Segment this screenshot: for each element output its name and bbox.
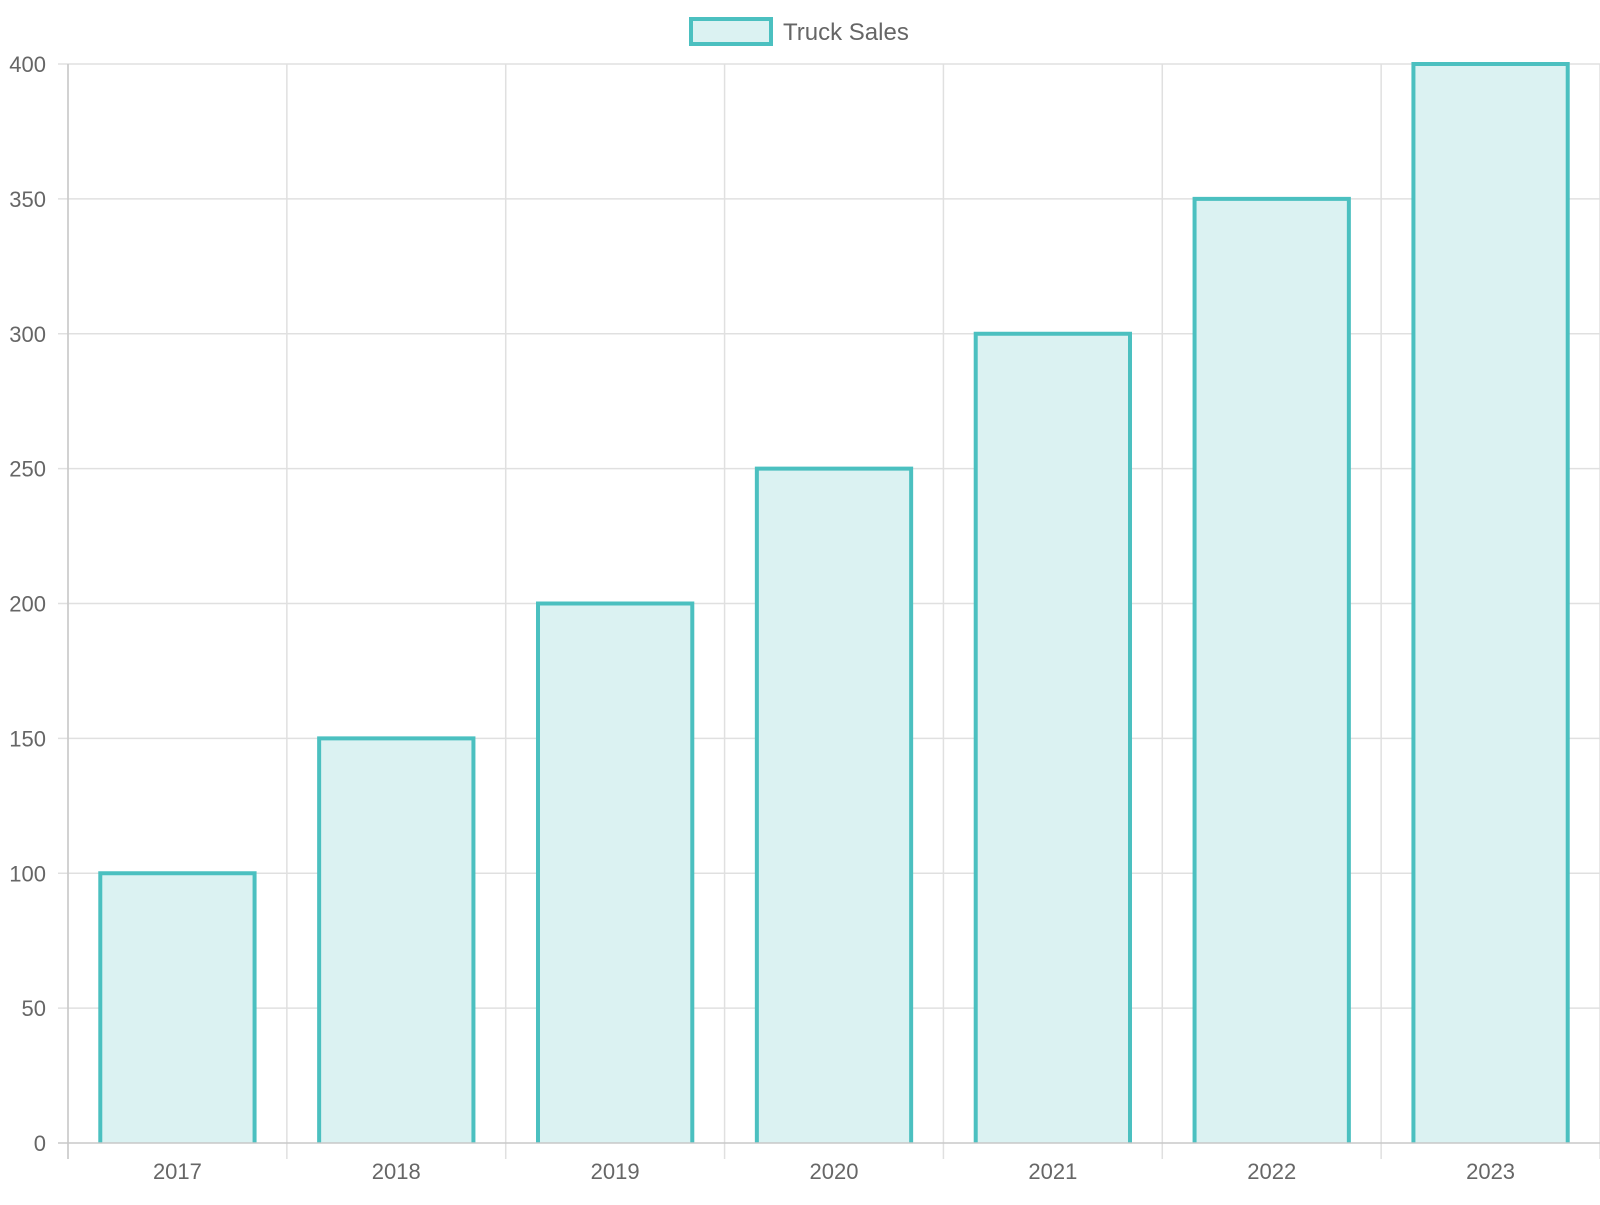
y-tick-label: 0 [34, 1131, 46, 1156]
bar-outline-2017 [98, 871, 257, 1143]
x-tick-label: 2022 [1247, 1159, 1296, 1184]
bar-2019 [537, 603, 693, 1143]
bar-outline-2021 [973, 331, 1132, 1143]
bar-2023 [1413, 64, 1568, 1143]
bar-outline-2020 [754, 466, 914, 1143]
legend[interactable]: Truck Sales [689, 17, 909, 46]
legend-label: Truck Sales [783, 19, 909, 46]
axes [58, 64, 1600, 1159]
y-tick-label: 400 [9, 52, 46, 77]
legend-swatch [689, 17, 773, 46]
bar-outline-2022 [1192, 196, 1351, 1143]
y-tick-label: 100 [9, 861, 46, 886]
x-tick-label: 2020 [810, 1159, 859, 1184]
x-tick-label: 2018 [372, 1159, 421, 1184]
x-tick-label: 2021 [1028, 1159, 1077, 1184]
y-tick-label: 300 [9, 322, 46, 347]
bar-outline-2018 [317, 736, 476, 1143]
bar-outline-2023 [1411, 62, 1570, 1143]
bar-outline-2019 [535, 601, 695, 1143]
x-tick-label: 2019 [591, 1159, 640, 1184]
x-axis-ticks: 2017 2018 2019 2020 2021 2022 2023 [153, 1159, 1515, 1184]
y-axis-ticks: 0 50 100 150 200 250 300 350 400 [9, 52, 46, 1156]
x-tick-label: 2023 [1466, 1159, 1515, 1184]
y-tick-label: 50 [22, 996, 46, 1021]
y-tick-label: 200 [9, 592, 46, 617]
bar-2020 [756, 468, 912, 1143]
bar-2017 [100, 873, 255, 1143]
y-tick-label: 350 [9, 187, 46, 212]
x-tick-label: 2017 [153, 1159, 202, 1184]
bar-2018 [319, 738, 474, 1143]
y-tick-label: 150 [9, 726, 46, 751]
bars [98, 62, 1570, 1143]
bar-2022 [1194, 198, 1349, 1143]
bar-2021 [975, 333, 1131, 1143]
y-tick-label: 250 [9, 457, 46, 482]
